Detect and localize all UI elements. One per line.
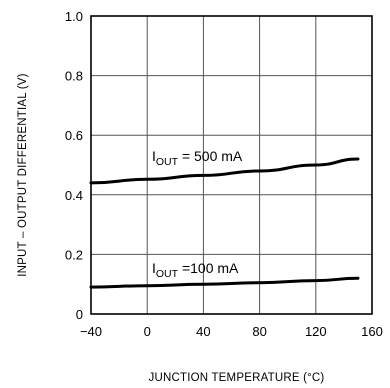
x-tick-label: 120 <box>305 324 327 339</box>
series-label-500ma: IOUT = 500 mA <box>152 148 243 168</box>
x-axis-title: JUNCTION TEMPERATURE (°C) <box>149 372 325 384</box>
x-tick-label: 80 <box>252 324 266 339</box>
y-tick-label: 0.2 <box>65 247 83 262</box>
y-tick-label: 0.8 <box>65 69 83 84</box>
series-line-100ma <box>89 276 360 289</box>
plot-frame <box>90 15 373 315</box>
y-axis-title: INPUT – OUTPUT DIFFERENTIAL (V) <box>17 73 29 276</box>
series-annotations: IOUT = 500 mA IOUT =100 mA <box>152 148 243 280</box>
series-lines <box>89 157 360 289</box>
y-tick-labels: 0 0.2 0.4 0.6 0.8 1.0 <box>65 9 83 322</box>
series-label-100ma: IOUT =100 mA <box>152 260 239 280</box>
x-tick-label: 40 <box>196 324 210 339</box>
x-tick-label: 160 <box>361 324 383 339</box>
y-tick-label: 1.0 <box>65 9 83 24</box>
x-tick-label: 0 <box>144 324 151 339</box>
series-line-500ma <box>89 157 360 185</box>
grid <box>91 16 372 314</box>
x-tick-label: −40 <box>80 324 102 339</box>
x-tick-labels: −40 0 40 80 120 160 <box>80 324 383 339</box>
y-tick-label: 0.6 <box>65 128 83 143</box>
y-tick-label: 0 <box>76 307 83 322</box>
y-tick-label: 0.4 <box>65 188 83 203</box>
